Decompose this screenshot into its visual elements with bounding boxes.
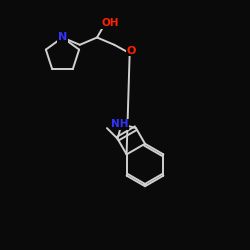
Text: NH: NH (112, 119, 129, 129)
Text: O: O (126, 46, 136, 56)
Text: OH: OH (101, 18, 119, 28)
Text: N: N (58, 32, 67, 42)
